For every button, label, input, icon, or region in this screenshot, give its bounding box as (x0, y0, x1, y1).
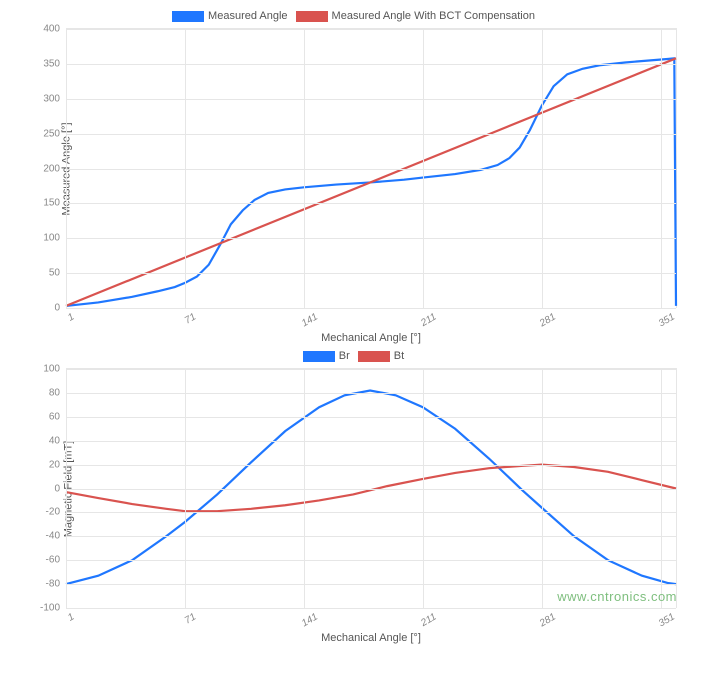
chart-1-x-axis-title: Mechanical Angle [°] (321, 332, 421, 344)
grid-line-h (66, 308, 676, 309)
xtick-label: 141 (298, 308, 320, 329)
chart-1-plot: Measured Angle [°] Mechanical Angle [°] … (66, 28, 677, 308)
ytick-label: 350 (43, 58, 66, 69)
grid-line-h (66, 608, 676, 609)
grid-line-h (66, 560, 676, 561)
xtick-label: 71 (181, 608, 198, 627)
legend-item[interactable]: Bt (358, 350, 404, 362)
grid-line-h (66, 465, 676, 466)
ytick-label: -80 (46, 579, 66, 590)
grid-line-v (661, 29, 662, 308)
grid-line-v (304, 369, 305, 608)
legend-label: Measured Angle With BCT Compensation (332, 10, 535, 22)
legend-swatch (303, 351, 335, 362)
ytick-label: -60 (46, 555, 66, 566)
xtick-label: 1 (64, 608, 76, 624)
grid-line-h (66, 393, 676, 394)
series-line (66, 391, 676, 585)
ytick-label: 100 (43, 233, 66, 244)
grid-line-v (185, 29, 186, 308)
ytick-label: 50 (49, 268, 66, 279)
grid-line-v (185, 369, 186, 608)
xtick-label: 281 (536, 308, 558, 329)
ytick-label: -40 (46, 531, 66, 542)
grid-line-h (66, 369, 676, 370)
grid-line-h (66, 134, 676, 135)
ytick-label: -20 (46, 507, 66, 518)
ytick-label: 40 (49, 435, 66, 446)
legend-swatch (358, 351, 390, 362)
legend-item[interactable]: Measured Angle With BCT Compensation (296, 10, 535, 22)
xtick-label: 1 (64, 308, 76, 324)
ytick-label: 200 (43, 163, 66, 174)
legend-label: Br (339, 350, 350, 362)
ytick-label: 100 (43, 364, 66, 375)
legend-label: Measured Angle (208, 10, 288, 22)
chart-1-container: Measured Angle Measured Angle With BCT Co… (10, 10, 697, 308)
grid-line-v (423, 29, 424, 308)
ytick-label: 0 (54, 483, 66, 494)
legend-item[interactable]: Measured Angle (172, 10, 288, 22)
grid-line-h (66, 99, 676, 100)
grid-line-h (66, 417, 676, 418)
legend-label: Bt (394, 350, 404, 362)
xtick-label: 211 (417, 608, 438, 629)
ytick-label: 300 (43, 93, 66, 104)
grid-line-v (66, 29, 67, 308)
ytick-label: 400 (43, 24, 66, 35)
legend-swatch (172, 11, 204, 22)
grid-line-h (66, 512, 676, 513)
legend-swatch (296, 11, 328, 22)
chart-2-legend: Br Bt (10, 350, 697, 362)
ytick-label: 150 (43, 198, 66, 209)
grid-line-v (542, 29, 543, 308)
xtick-label: 141 (298, 608, 320, 629)
grid-line-h (66, 169, 676, 170)
ytick-label: 20 (49, 459, 66, 470)
xtick-label: 351 (655, 308, 677, 329)
grid-line-h (66, 273, 676, 274)
series-line (66, 58, 676, 306)
grid-line-h (66, 238, 676, 239)
xtick-label: 281 (536, 608, 558, 629)
grid-line-h (66, 29, 676, 30)
ytick-label: 60 (49, 411, 66, 422)
watermark: www.cntronics.com (557, 589, 677, 604)
grid-line-h (66, 584, 676, 585)
chart-2-plot: Magnetic Field [mT] Mechanical Angle [°]… (66, 368, 677, 608)
ytick-label: -100 (40, 603, 66, 614)
xtick-label: 211 (417, 308, 438, 329)
grid-line-h (66, 536, 676, 537)
grid-line-v (423, 369, 424, 608)
grid-line-v (304, 29, 305, 308)
ytick-label: 80 (49, 387, 66, 398)
grid-line-h (66, 441, 676, 442)
xtick-label: 71 (181, 308, 198, 327)
grid-line-v (542, 369, 543, 608)
grid-line-h (66, 489, 676, 490)
chart-2-x-axis-title: Mechanical Angle [°] (321, 632, 421, 644)
chart-2-container: Br Bt Magnetic Field [mT] Mechanical Angl… (10, 350, 697, 608)
chart-1-legend: Measured Angle Measured Angle With BCT Co… (10, 10, 697, 22)
grid-line-h (66, 203, 676, 204)
xtick-label: 351 (655, 608, 677, 629)
legend-item[interactable]: Br (303, 350, 350, 362)
ytick-label: 250 (43, 128, 66, 139)
grid-line-v (66, 369, 67, 608)
grid-line-v (661, 369, 662, 608)
grid-line-h (66, 64, 676, 65)
